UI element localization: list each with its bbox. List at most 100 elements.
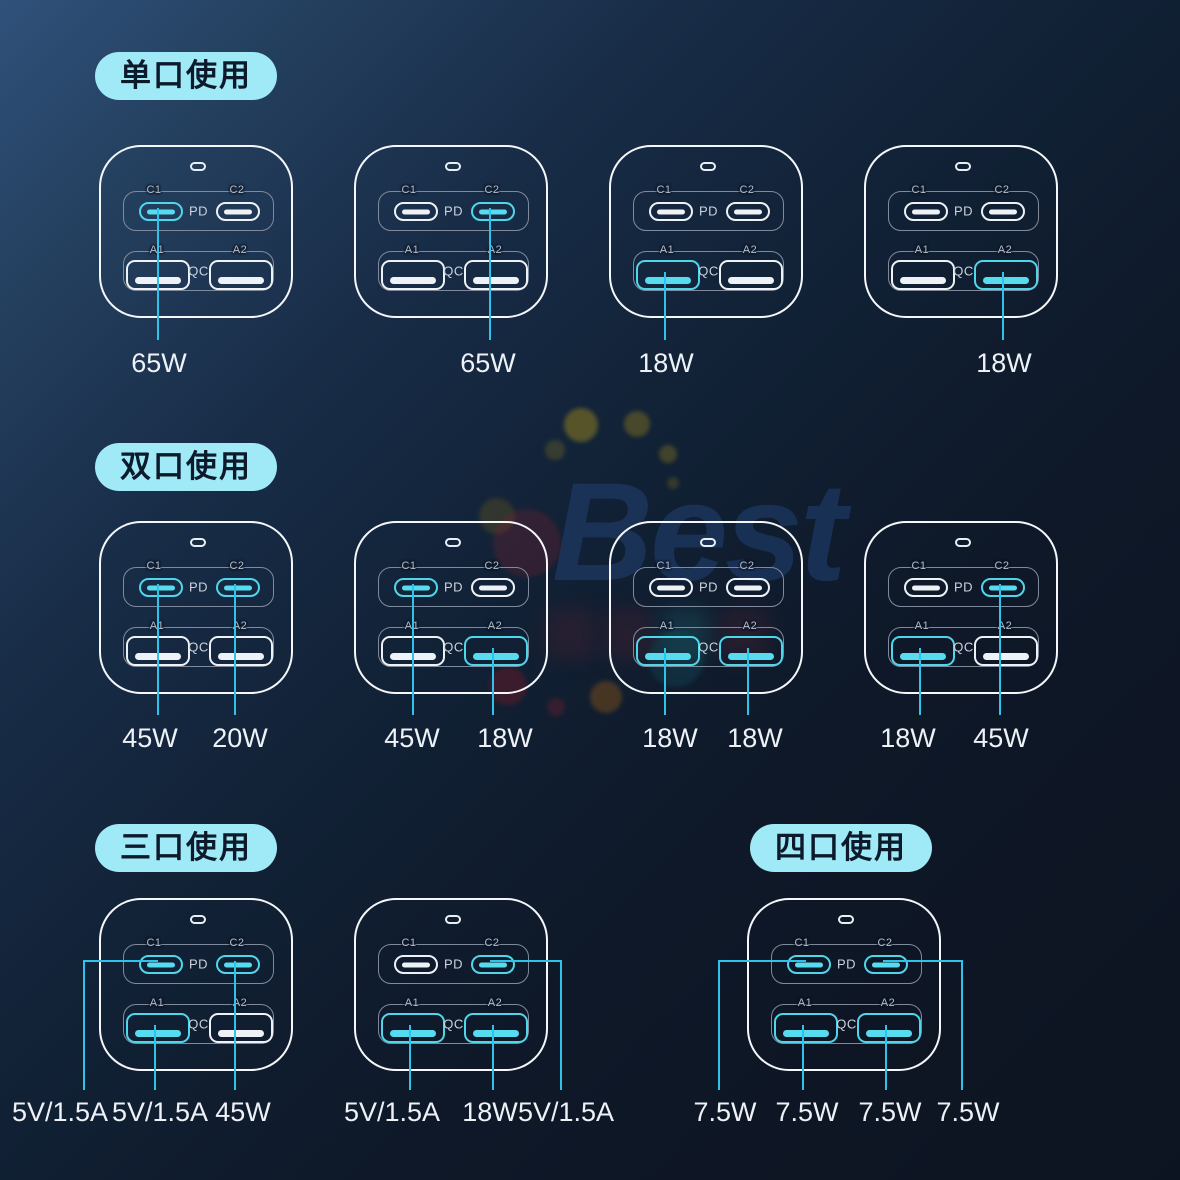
usb-a-port-a2 [719,260,783,290]
watermark-dot [545,440,565,460]
watermark-dot [564,408,598,442]
usb-c-port-c1 [904,578,948,597]
port-tongue [218,277,264,284]
qc-label: QC [188,1016,209,1032]
power-rating-label: 7.5W [775,1097,839,1127]
qc-label: QC [953,263,974,279]
port-tongue [900,653,946,660]
leader-line [999,584,1001,715]
usba-port-group: A1 A2 QC [123,244,274,291]
port-label-c1: C1 [911,560,927,572]
usb-a-port-a1 [381,260,445,290]
port-pin [479,209,507,214]
leader-line [490,960,561,962]
charger-diagram: C1 C2 PD A1 A2 QC [354,521,548,694]
charger-diagram: C1 C2 PD A1 A2 QC [864,521,1058,694]
watermark-dot [667,477,679,489]
port-label-c2: C2 [229,184,245,196]
usb-c-port-c2 [726,202,770,221]
usb-a-port-a2 [209,260,273,290]
leader-line [234,584,236,715]
usbc-port-group: C1 C2 PD [378,184,529,231]
usba-port-group: A1 A2 QC [378,620,529,667]
pd-label: PD [836,956,857,972]
port-label-c1: C1 [794,937,810,949]
usb-c-port-c2 [864,955,908,974]
port-label-a1: A1 [149,997,165,1009]
port-label-a1: A1 [405,620,419,632]
leader-line [492,1025,494,1090]
port-pin [479,962,507,967]
power-rating-label: 18W [462,1097,518,1127]
port-label-a1: A1 [914,244,930,256]
port-pin [147,962,175,967]
qc-label: QC [188,263,209,279]
usb-a-port-a2 [464,1013,528,1043]
port-label-a1: A1 [150,620,164,632]
usb-c-port-c2 [216,955,260,974]
port-label-a2: A2 [742,620,758,632]
indicator-light [190,538,206,547]
port-label-a1: A1 [404,997,420,1009]
usbc-port-group: C1 C2 PD [123,937,274,984]
port-pin [989,585,1017,590]
port-label-c1: C1 [146,184,162,196]
port-label-c1: C1 [146,937,162,949]
power-rating-label: 7.5W [858,1097,922,1127]
usbc-port-group: C1 C2 PD [123,184,274,231]
pd-label: PD [443,956,464,972]
port-label-a2: A2 [487,997,503,1009]
port-tongue [728,277,774,284]
usb-c-port-c1 [394,578,438,597]
port-pin [989,209,1017,214]
leader-line [489,208,491,340]
port-label-c2: C2 [994,184,1010,196]
pd-label: PD [443,579,464,595]
leader-line [961,960,963,1090]
usbc-port-group: C1 C2 PD [888,560,1039,607]
port-tongue [390,277,436,284]
usb-c-port-c1 [394,202,438,221]
port-label-a1: A1 [797,997,813,1009]
power-rating-label: 18W [880,723,936,753]
charger-diagram: C1 C2 PD A1 A2 QC [99,521,293,694]
usbc-port-group: C1 C2 PD [888,184,1039,231]
qc-label: QC [698,263,719,279]
indicator-light [700,162,716,171]
charger-diagram: C1 C2 PD A1 A2 QC [864,145,1058,318]
port-pin [912,209,940,214]
usba-port-group: A1 A2 QC [378,997,529,1044]
port-pin [224,209,252,214]
qc-label: QC [698,639,719,655]
indicator-light [445,162,461,171]
port-pin [224,585,252,590]
port-tongue [983,653,1029,660]
leader-line [234,961,236,1090]
power-rating-label: 5V/1.5A [11,1097,109,1127]
leader-line [885,1025,887,1090]
charger-diagram: C1 C2 PD A1 A2 QC [99,898,293,1071]
port-pin [224,962,252,967]
port-pin [402,962,430,967]
usb-c-port-c2 [726,578,770,597]
port-pin [872,962,900,967]
leader-line [718,960,720,1090]
usb-a-port-a2 [974,260,1038,290]
port-pin [147,585,175,590]
usb-c-port-c2 [471,202,515,221]
port-label-a1: A1 [150,244,164,256]
usb-a-port-a1 [891,636,955,666]
pd-label: PD [188,203,209,219]
usb-a-port-a1 [891,260,955,290]
usb-c-port-c1 [139,955,183,974]
leader-line [747,648,749,715]
usbc-port-group: C1 C2 PD [378,560,529,607]
port-tongue [390,1030,436,1037]
port-pin [657,585,685,590]
indicator-light [190,162,206,171]
leader-line [1002,272,1004,340]
usb-a-port-a2 [974,636,1038,666]
port-label-a2: A2 [232,997,248,1009]
usb-a-port-a2 [209,1013,273,1043]
power-rating-label: 20W [212,723,268,753]
